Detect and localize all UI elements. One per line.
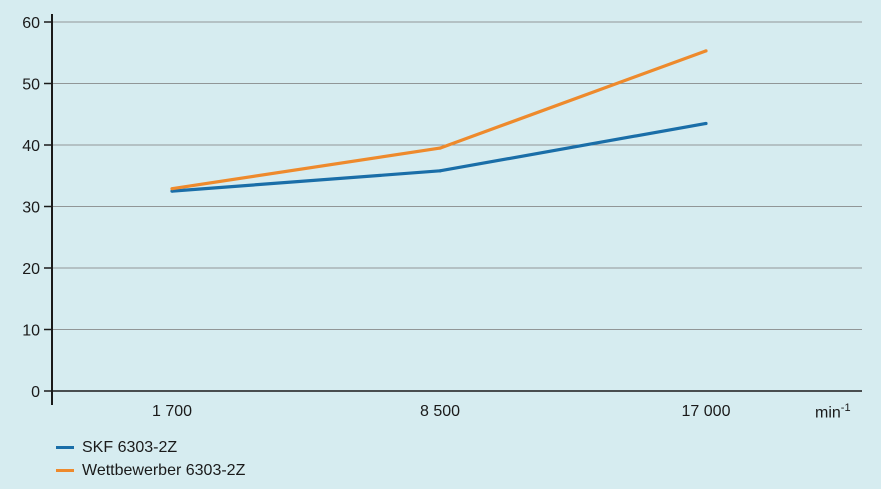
data-point-s0-0 [170, 189, 174, 193]
x-tick-label-0: 1 700 [152, 403, 192, 420]
y-tick-label-20: 20 [22, 261, 40, 278]
series-line-1 [171, 49, 707, 191]
y-tick-label-50: 50 [22, 77, 40, 94]
data-point-s0-2 [704, 121, 708, 126]
data-point-s1-2 [704, 49, 708, 53]
x-axis-unit: min-1 [815, 402, 851, 422]
data-point-s0-1 [438, 169, 442, 173]
x-tick-label-1: 8 500 [420, 403, 460, 420]
data-point-s1-1 [438, 146, 442, 150]
legend-label-competitor: Wettbewerber 6303-2Z [82, 461, 246, 479]
legend-item-skf: SKF 6303-2Z [56, 436, 245, 459]
x-tick-label-2: 17 000 [682, 403, 731, 420]
data-point-s1-0 [170, 187, 174, 191]
legend-item-competitor: Wettbewerber 6303-2Z [56, 459, 245, 482]
legend-swatch-skf [56, 446, 74, 449]
legend: SKF 6303-2Z Wettbewerber 6303-2Z [56, 436, 245, 482]
y-tick-label-30: 30 [22, 200, 40, 217]
y-tick-label-10: 10 [22, 323, 40, 340]
legend-swatch-competitor [56, 469, 74, 472]
legend-label-skf: SKF 6303-2Z [82, 438, 178, 456]
y-tick-label-60: 60 [22, 15, 40, 32]
series-line-0 [171, 121, 707, 193]
y-tick-label-0: 0 [31, 384, 40, 401]
y-tick-label-40: 40 [22, 138, 40, 155]
